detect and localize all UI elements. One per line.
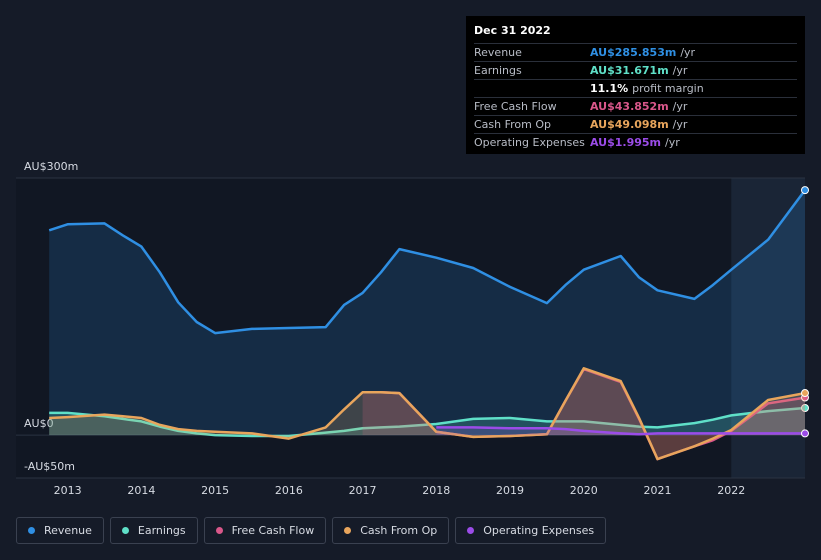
chart: AU$300m AU$0 -AU$50m 2013 2014 2015 2016 2017 20…	[16, 160, 809, 497]
tooltip-label: Free Cash Flow	[474, 100, 557, 113]
x-tick-label: 2022	[717, 484, 745, 497]
tooltip-suffix: profit margin	[632, 82, 704, 95]
legend-dot	[215, 527, 223, 534]
tooltip-suffix: /yr	[680, 46, 696, 59]
legend-label: Operating Expenses	[483, 524, 595, 537]
tooltip-value: 11.1%	[590, 82, 629, 95]
series-line	[49, 367, 806, 461]
x-tick-label: 2017	[349, 484, 377, 497]
tooltip-label: Cash From Op	[474, 118, 552, 131]
tooltip-value: AU$49.098m	[590, 118, 669, 131]
tooltip-value: AU$31.671m	[590, 64, 669, 77]
end-marker	[801, 389, 809, 398]
area	[49, 190, 805, 436]
tooltip-suffix: /yr	[672, 64, 688, 77]
tooltip-suffix: /yr	[672, 118, 688, 131]
tooltip-row: Free Cash Flow AU$43.852m/yr	[474, 97, 797, 115]
recent-highlight	[731, 178, 805, 478]
series-line	[49, 406, 806, 438]
tooltip-value: AU$285.853m	[590, 46, 677, 59]
tooltip-row: Earnings AU$31.671m/yr	[474, 61, 797, 79]
tooltip-suffix: /yr	[672, 100, 688, 113]
series-line	[436, 426, 805, 436]
x-tick-label: 2018	[422, 484, 450, 497]
tooltip-label: Operating Expenses	[474, 136, 585, 149]
x-tick-label: 2020	[570, 484, 598, 497]
tooltip-value: AU$1.995m	[590, 136, 662, 149]
legend-dot	[344, 527, 352, 534]
y-tick-label: AU$300m	[24, 160, 78, 173]
tooltip-value: AU$43.852m	[590, 100, 669, 113]
legend-dot	[28, 527, 35, 534]
y-tick-label: AU$0	[24, 417, 54, 430]
tooltip-row: Cash From Op AU$49.098m/yr	[474, 115, 797, 133]
series-line	[48, 189, 807, 335]
legend: Revenue Earnings Free Cash Flow Cash From O…	[16, 517, 607, 544]
end-marker	[801, 186, 809, 195]
legend-item[interactable]: Free Cash Flow	[203, 517, 327, 544]
legend-label: Free Cash Flow	[231, 524, 315, 537]
tooltip-suffix: /yr	[665, 136, 680, 149]
legend-item[interactable]: Earnings	[109, 517, 198, 544]
legend-dot	[121, 527, 129, 534]
tooltip-label: Earnings	[474, 64, 522, 77]
area	[49, 368, 805, 460]
end-marker	[801, 429, 809, 438]
tooltip: Dec 31 2022 Revenue AU$285.853m/yr Earning…	[466, 16, 805, 154]
legend-item[interactable]: Revenue	[16, 517, 104, 544]
y-tick-label: -AU$50m	[24, 460, 75, 473]
legend-item[interactable]: Operating Expenses	[455, 517, 607, 544]
tooltip-label: Revenue	[474, 46, 522, 59]
legend-dot	[467, 527, 475, 534]
tooltip-row: Operating Expenses AU$1.995m/yr	[474, 133, 797, 151]
legend-label: Revenue	[44, 524, 92, 537]
x-tick-label: 2021	[644, 484, 672, 497]
x-tick-label: 2014	[127, 484, 155, 497]
tooltip-date: Dec 31 2022	[474, 24, 551, 37]
legend-item[interactable]: Cash From Op	[332, 517, 450, 544]
plot-background	[16, 178, 805, 478]
legend-label: Earnings	[137, 524, 186, 537]
x-tick-label: 2019	[496, 484, 524, 497]
tooltip-row: 11.1% profit margin	[474, 79, 797, 97]
tooltip-row: Revenue AU$285.853m/yr	[474, 43, 797, 61]
legend-label: Cash From Op	[360, 524, 438, 537]
x-tick-label: 2015	[201, 484, 229, 497]
end-marker	[801, 403, 809, 412]
area	[49, 408, 805, 436]
x-tick-label: 2016	[275, 484, 303, 497]
x-tick-label: 2013	[54, 484, 82, 497]
